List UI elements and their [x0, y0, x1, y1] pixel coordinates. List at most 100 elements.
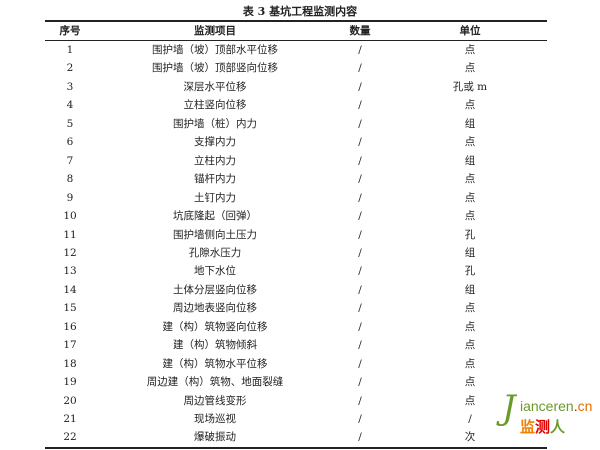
cell-unit: 组 [464, 154, 476, 167]
cell-seq: 3 [66, 80, 74, 93]
cell-qty: / [358, 320, 362, 333]
cell-qty: / [358, 246, 362, 259]
table-row: 1 围护墙（坡）顶部水平位移 / 点 [45, 41, 547, 59]
logo-dot: . [573, 398, 578, 414]
cell-seq: 10 [63, 210, 77, 223]
cell-seq: 14 [63, 283, 77, 296]
cell-seq: 12 [63, 246, 77, 259]
cell-qty: / [358, 99, 362, 112]
cell-qty: / [358, 136, 362, 149]
table-row: 22 爆破振动 / 次 [45, 428, 547, 446]
watermark-logo: J ianceren.cn 监测人 [502, 388, 600, 450]
cell-qty: / [358, 228, 362, 241]
cell-item: 现场巡视 [194, 413, 236, 425]
cell-seq: 9 [66, 191, 74, 204]
cell-seq: 13 [63, 265, 77, 278]
cell-unit: 次 [464, 431, 476, 444]
header-qty: 数量 [349, 25, 371, 37]
logo-tld: cn [577, 398, 593, 414]
table-row: 19 周边建（构）筑物、地面裂缝 / 点 [45, 373, 547, 391]
cell-item: 土钉内力 [194, 191, 236, 204]
table-row: 12 孔隙水压力 / 组 [45, 244, 547, 262]
cell-item: 建（构）筑物倾斜 [173, 339, 257, 352]
cell-unit: 点 [464, 173, 476, 186]
cell-item: 锚杆内力 [194, 173, 236, 186]
logo-domain: ianceren.cn [520, 398, 592, 414]
cell-unit: 孔或 m [452, 80, 488, 93]
cell-unit: 点 [464, 302, 476, 315]
cell-item: 围护墙（桩）内力 [173, 117, 257, 130]
table-row: 13 地下水位 / 孔 [45, 262, 547, 280]
cell-qty: / [358, 339, 362, 352]
cell-unit: 点 [464, 210, 476, 223]
cell-qty: / [358, 394, 362, 407]
cell-qty: / [358, 431, 362, 444]
logo-domain-name: ianceren [520, 398, 574, 414]
table-row: 3 深层水平位移 / 孔或 m [45, 78, 547, 96]
cell-unit: 点 [464, 357, 476, 370]
cell-item: 周边地表竖向位移 [173, 302, 257, 315]
table-header-rule [45, 40, 547, 41]
cell-unit: 点 [464, 376, 476, 389]
table-row: 20 周边管线变形 / 点 [45, 392, 547, 410]
cell-qty: / [358, 357, 362, 370]
table-row: 18 建（构）筑物水平位移 / 点 [45, 355, 547, 373]
logo-cn1: 监 [520, 418, 536, 436]
cell-qty: / [358, 265, 362, 278]
table-row: 21 现场巡视 / / [45, 410, 547, 428]
cell-seq: 2 [66, 62, 74, 75]
cell-unit: 点 [464, 99, 476, 112]
cell-seq: 5 [66, 117, 74, 130]
cell-unit: 点 [464, 136, 476, 149]
cell-unit: 孔 [464, 265, 476, 278]
cell-qty: / [358, 62, 362, 75]
cell-seq: 16 [63, 320, 77, 333]
cell-qty: / [358, 117, 362, 130]
cell-qty: / [358, 191, 362, 204]
cell-seq: 18 [63, 357, 77, 370]
logo-j: J [502, 388, 516, 428]
cell-seq: 8 [66, 173, 74, 186]
table-row: 4 立柱竖向位移 / 点 [45, 96, 547, 114]
logo-cn3: 人 [550, 418, 566, 436]
cell-unit: 点 [464, 44, 476, 56]
cell-seq: 6 [66, 136, 74, 149]
cell-item: 围护墙（坡）顶部竖向位移 [152, 62, 278, 75]
cell-item: 立柱竖向位移 [183, 99, 247, 112]
cell-seq: 21 [63, 413, 77, 425]
cell-qty: / [358, 210, 362, 223]
cell-unit: 点 [464, 394, 476, 407]
header-seq: 序号 [59, 25, 81, 37]
table-title: 表 3 基坑工程监测内容 [242, 5, 358, 18]
cell-seq: 20 [63, 394, 77, 407]
cell-qty: / [358, 302, 362, 315]
cell-seq: 7 [66, 154, 74, 167]
table-row: 2 围护墙（坡）顶部竖向位移 / 点 [45, 59, 547, 77]
table-row: 7 立柱内力 / 组 [45, 152, 547, 170]
cell-seq: 1 [66, 44, 74, 56]
cell-unit: / [468, 413, 472, 425]
table-header: 序号 监测项目 数量 单位 [45, 22, 547, 40]
cell-item: 围护墙（坡）顶部水平位移 [152, 44, 278, 56]
cell-item: 地下水位 [194, 265, 236, 278]
cell-qty: / [358, 413, 362, 425]
cell-seq: 15 [63, 302, 77, 315]
table-row: 5 围护墙（桩）内力 / 组 [45, 115, 547, 133]
cell-seq: 19 [63, 376, 77, 389]
table-row: 16 建（构）筑物竖向位移 / 点 [45, 318, 547, 336]
cell-item: 围护墙侧向土压力 [173, 228, 257, 241]
table-row: 14 土体分层竖向位移 / 组 [45, 281, 547, 299]
cell-seq: 17 [63, 339, 77, 352]
cell-qty: / [358, 283, 362, 296]
table-row: 15 周边地表竖向位移 / 点 [45, 299, 547, 317]
table-bottom-rule [45, 447, 547, 449]
cell-unit: 组 [464, 283, 476, 296]
table-row: 9 土钉内力 / 点 [45, 189, 547, 207]
cell-item: 爆破振动 [194, 431, 236, 444]
cell-item: 坑底隆起（回弹） [173, 210, 257, 223]
cell-item: 土体分层竖向位移 [173, 283, 257, 296]
cell-seq: 11 [63, 228, 77, 241]
cell-unit: 孔 [464, 228, 476, 241]
cell-unit: 组 [464, 117, 476, 130]
table-row: 10 坑底隆起（回弹） / 点 [45, 207, 547, 225]
